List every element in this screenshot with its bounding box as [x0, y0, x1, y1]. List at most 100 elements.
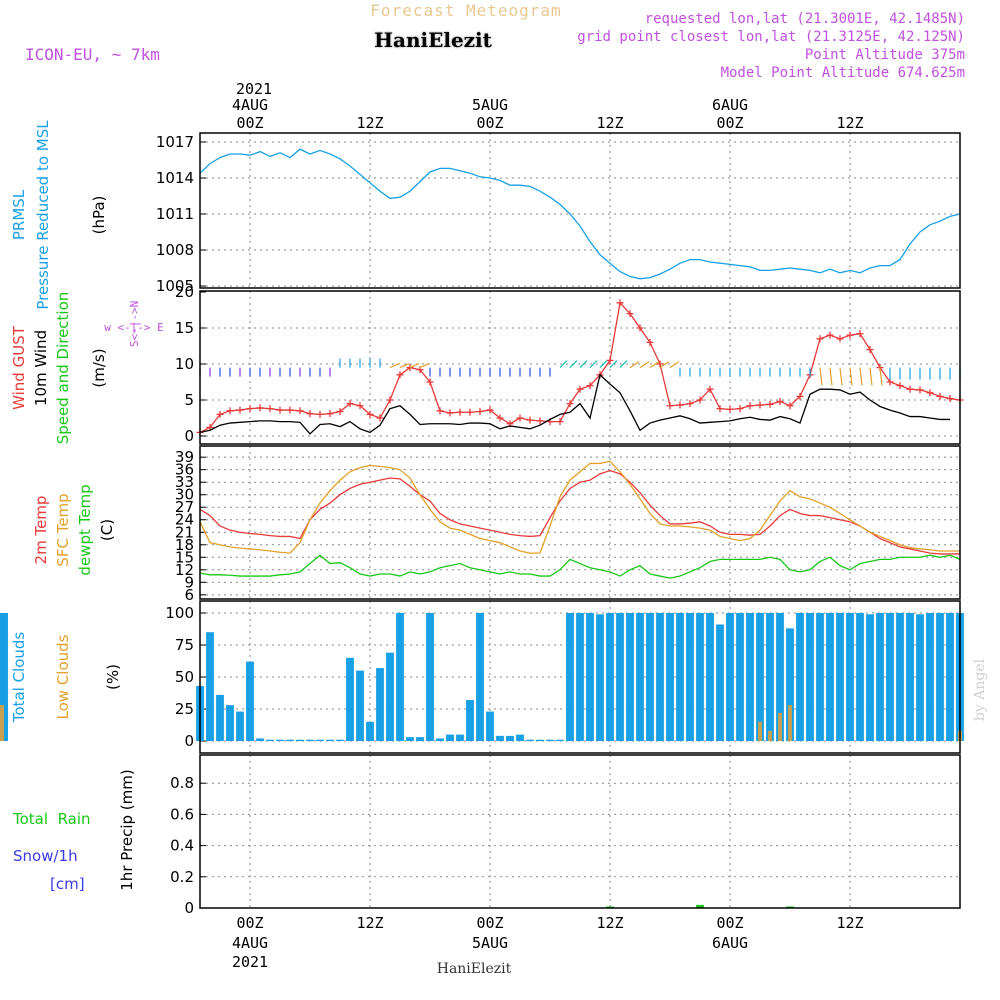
prmsl-label: PRMSL	[10, 189, 28, 240]
gust-marker	[326, 410, 334, 418]
top-time-label: 00Z	[476, 114, 503, 132]
total-clouds-bar	[306, 739, 314, 741]
y-tick-label: 0.4	[170, 837, 194, 855]
y-tick-label: 100	[165, 604, 194, 622]
y-tick-label: 39	[175, 448, 194, 466]
y-tick-label: 18	[175, 536, 194, 554]
top-time-label: 12Z	[596, 114, 623, 132]
y-tick-label: 36	[175, 461, 194, 479]
total-clouds-bar	[526, 739, 534, 741]
wind-arrow	[659, 361, 670, 369]
total-clouds-bar	[936, 613, 944, 741]
total-clouds-bar	[416, 737, 424, 741]
total-clouds-bar	[906, 613, 914, 741]
total-clouds-bar	[536, 739, 544, 741]
y-tick-label: 1014	[156, 169, 194, 187]
wind-frame	[199, 290, 961, 445]
gust-marker	[266, 405, 274, 413]
total-clouds-bar	[276, 739, 284, 741]
total-clouds-bar	[596, 614, 604, 741]
total-rain-bar	[606, 906, 614, 908]
prmsl-line	[199, 148, 961, 280]
t2m-label: 2m Temp	[32, 496, 50, 565]
y-tick-label: 30	[175, 486, 194, 504]
total-clouds-bar	[556, 739, 564, 741]
y-tick-label: 0	[184, 732, 194, 750]
gust-marker	[256, 404, 264, 412]
top-time-label: 00Z	[236, 114, 263, 132]
cloud-labels: Total Clouds Low Clouds (%)	[10, 632, 122, 724]
total-clouds-bar	[376, 668, 384, 741]
total-clouds-bar	[0, 613, 8, 741]
gust-marker	[566, 400, 574, 408]
total-clouds-bar	[606, 613, 614, 741]
total-clouds-bar	[206, 632, 214, 741]
total-clouds-bar	[266, 739, 274, 741]
gust-marker	[526, 416, 534, 424]
gust-marker	[276, 406, 284, 414]
footer-station: HaniElezit	[437, 961, 512, 977]
sfc-temp-label: SFC Temp	[54, 493, 72, 566]
low-clouds-bar	[788, 705, 792, 741]
wind-arrow	[669, 361, 680, 369]
total-clouds-bar	[626, 613, 634, 741]
total-clouds-bar	[496, 735, 504, 741]
gust-marker	[346, 400, 354, 408]
total-clouds-bar	[656, 613, 664, 741]
gust-marker	[456, 408, 464, 416]
temp-labels: 2m Temp SFC Temp dewpt Temp (C)	[32, 484, 116, 575]
y-tick-label: 6	[184, 586, 194, 604]
total-clouds-bar	[766, 613, 774, 741]
chart-header: Forecast Meteogram HaniElezit ICON-EU, ~…	[25, 1, 965, 81]
requested-coords: requested lon,lat (21.3001E, 42.1485N)	[645, 11, 965, 27]
pressure-labels: PRMSL Pressure Reduced to MSL (hPa)	[10, 120, 108, 310]
y-tick-label: 24	[175, 511, 194, 529]
y-tick-label: 0.8	[170, 774, 194, 792]
gust-label: Wind GUST	[10, 325, 28, 410]
total-clouds-bar	[716, 624, 724, 741]
pressure-frame	[199, 132, 961, 289]
wind-arrow	[419, 363, 430, 369]
total-clouds-bar	[486, 711, 494, 741]
gust-marker	[896, 382, 904, 390]
snow-label: Snow/1h	[13, 847, 78, 865]
wind-arrow	[819, 367, 823, 386]
gust-marker	[386, 396, 394, 404]
total-clouds-bar	[836, 613, 844, 741]
total-clouds-bar	[466, 700, 474, 741]
wind-arrow	[849, 367, 853, 386]
total-rain-bar	[696, 904, 704, 908]
gust-marker	[356, 402, 364, 410]
total-clouds-bar	[386, 652, 394, 741]
y-tick-label: 1008	[156, 241, 194, 259]
gust-marker	[296, 407, 304, 415]
wind-arrow	[569, 360, 578, 369]
gust-marker	[756, 401, 764, 409]
total-rain-bar	[786, 906, 794, 908]
total-clouds-bar	[736, 613, 744, 741]
y-tick-label: 10	[175, 355, 194, 373]
gust-marker	[616, 299, 624, 307]
bottom-time-label: 00Z	[236, 914, 263, 932]
y-tick-label: 0.2	[170, 868, 194, 886]
wind-arrow	[619, 360, 628, 369]
total-rain-label: Total Rain	[12, 810, 91, 828]
total-clouds-bar	[916, 614, 924, 741]
total-clouds-bar	[646, 613, 654, 741]
sfc-temp-line	[199, 460, 960, 554]
wind-arrow	[599, 360, 608, 369]
y-tick-label: 0	[184, 427, 194, 445]
snow-unit-label: [cm]	[50, 875, 85, 893]
gust-marker	[306, 410, 314, 418]
total-clouds-bar	[776, 613, 784, 741]
low-clouds-bar	[778, 712, 782, 741]
total-clouds-bar	[236, 711, 244, 741]
gust-marker	[796, 392, 804, 400]
total-clouds-bar	[296, 739, 304, 741]
wind-arrow	[559, 360, 568, 369]
total-clouds-bar	[576, 613, 584, 741]
wind-arrow	[589, 360, 598, 369]
wind-arrow	[869, 367, 873, 386]
total-clouds-bar	[336, 739, 344, 741]
station-title: HaniElezit	[374, 28, 493, 52]
